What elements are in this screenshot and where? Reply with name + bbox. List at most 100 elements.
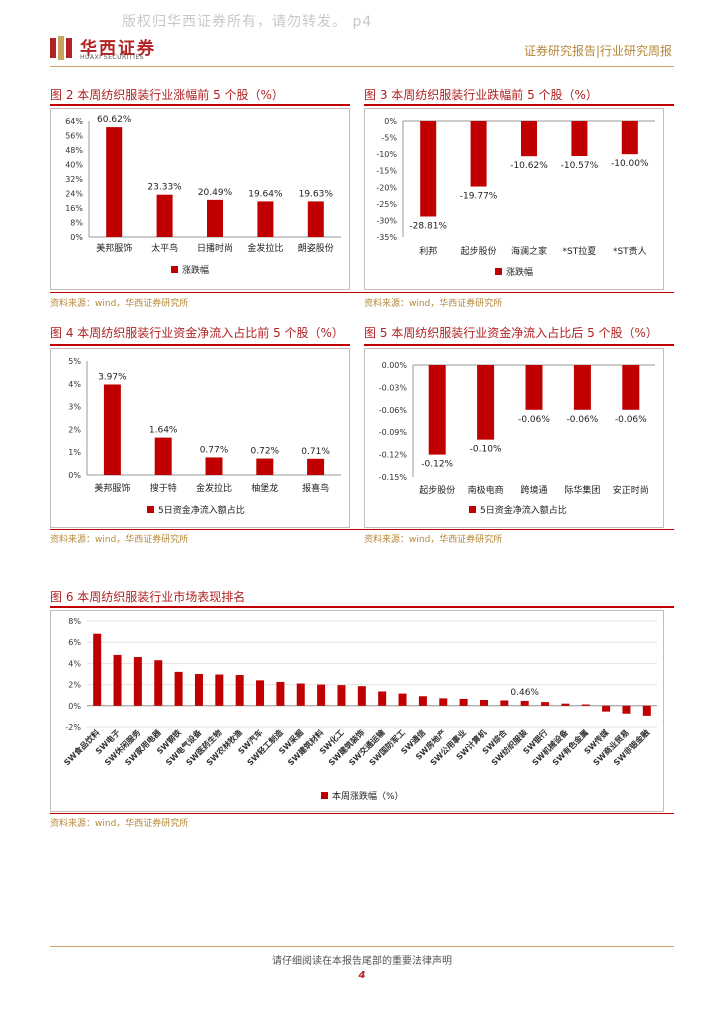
category-label: 金发拉比 — [247, 242, 283, 254]
data-label: 3.97% — [98, 372, 127, 382]
page-number: 4 — [358, 970, 366, 981]
watermark-text: 版权归华西证券所有，请勿转发。 p4 — [122, 14, 373, 30]
y-tick-label: 8% — [68, 617, 81, 626]
bar — [521, 121, 537, 157]
fig4-title: 图 4 本周纺织服装行业资金净流入占比前 5 个股（%） — [50, 326, 344, 340]
bar — [317, 684, 326, 706]
category-label: 日播时尚 — [197, 242, 233, 254]
y-tick-label: -30% — [376, 216, 397, 225]
y-tick-label: 56% — [65, 132, 83, 141]
logo-english: HUAXI SECURITIES — [80, 54, 144, 61]
y-tick-label: 64% — [65, 117, 83, 126]
y-tick-label: 0% — [384, 117, 397, 126]
y-tick-label: -2% — [65, 723, 81, 732]
fig5-source: 资料来源：wind，华西证券研究所 — [364, 535, 503, 545]
bar — [296, 683, 305, 706]
fig6-bottom-rule — [50, 813, 674, 814]
y-tick-label: 5% — [68, 357, 81, 366]
category-label: *ST贵人 — [613, 245, 647, 257]
bar — [113, 654, 122, 706]
y-tick-label: 16% — [65, 204, 83, 213]
y-tick-label: 6% — [68, 638, 81, 647]
fig6-title: 图 6 本周纺织服装行业市场表现排名 — [50, 590, 246, 604]
category-label: 美邦服饰 — [96, 242, 132, 254]
bar — [156, 194, 173, 237]
footer-disclaimer: 请仔细阅读在本报告尾部的重要法律声明 — [272, 956, 452, 967]
y-tick-label: -25% — [376, 200, 397, 209]
y-tick-label: 40% — [65, 161, 83, 170]
data-label: 19.64% — [248, 189, 283, 199]
fig5-title: 图 5 本周纺织服装行业资金净流入占比后 5 个股（%） — [364, 326, 658, 340]
y-tick-label: -35% — [376, 233, 397, 242]
bar — [602, 705, 611, 712]
data-label: -10.62% — [510, 161, 548, 171]
bar — [257, 201, 274, 237]
y-tick-label: 4% — [68, 380, 81, 389]
y-tick-label: 2% — [68, 425, 81, 434]
y-tick-label: 8% — [70, 219, 83, 228]
y-tick-label: -5% — [381, 134, 397, 143]
row2-bottom-rule — [50, 529, 674, 530]
y-tick-label: -0.12% — [379, 451, 408, 460]
bar — [525, 365, 543, 410]
bar — [106, 127, 123, 237]
bar — [459, 698, 468, 706]
data-label: -0.12% — [421, 460, 453, 470]
fig6-chart: -2%0%2%4%6%8%SW食品饮料SW电子SW休闲服务SW家用电器SW钢铁S… — [62, 617, 657, 802]
bar — [154, 660, 163, 706]
category-label: 搜于特 — [150, 482, 177, 494]
category-label: 南极电商 — [468, 484, 504, 496]
data-label: -10.00% — [611, 159, 649, 169]
y-tick-label: 1% — [68, 448, 81, 457]
category-label: 美邦服饰 — [94, 482, 130, 494]
bar — [154, 437, 172, 475]
data-label: 0.77% — [200, 445, 229, 455]
data-label: 23.33% — [147, 183, 182, 193]
bar — [256, 680, 265, 706]
category-label: 朗姿股份 — [298, 242, 334, 254]
legend-swatch — [147, 506, 154, 513]
bar — [174, 671, 183, 706]
fig3-chart-frame: 0% -5% -10% -15% -20% -25% -30% -35% -28.81% 利邦 -1… — [364, 108, 664, 290]
data-label: 20.49% — [198, 188, 233, 198]
legend-label: 本周涨跌幅（%） — [332, 790, 404, 802]
legend-label: 5日资金净流入额占比 — [158, 504, 245, 516]
legend-swatch — [171, 266, 178, 273]
bar — [337, 685, 346, 706]
data-label: 0.71% — [301, 447, 330, 457]
y-tick-label: -15% — [376, 167, 397, 176]
bar — [276, 681, 285, 706]
fig5-rule — [364, 344, 674, 346]
fig3-source: 资料来源：wind，华西证券研究所 — [364, 299, 503, 309]
legend-swatch — [321, 792, 328, 799]
data-label: 1.64% — [149, 426, 178, 436]
huaxi-logo-icon — [50, 36, 72, 60]
y-tick-label: -0.03% — [379, 383, 408, 392]
legend-swatch — [495, 268, 502, 275]
category-label: 利邦 — [419, 245, 437, 257]
bar — [307, 201, 324, 237]
data-label: -0.06% — [615, 415, 647, 425]
y-tick-label: 0.00% — [382, 361, 408, 370]
data-label: -10.57% — [561, 161, 599, 171]
fig3-title: 图 3 本周纺织服装行业跌幅前 5 个股（%） — [364, 88, 598, 102]
category-label: 际华集团 — [564, 484, 600, 496]
bar — [215, 674, 224, 706]
bar — [439, 698, 448, 706]
bar — [470, 121, 487, 187]
bar — [477, 365, 495, 440]
y-tick-label: -20% — [376, 183, 397, 192]
y-tick-label: -0.06% — [379, 406, 408, 415]
bar — [581, 704, 590, 706]
bar — [357, 686, 366, 706]
bar — [93, 633, 102, 706]
fig2-chart: 0% 8% 16% 24% 32% 40% 48% 56% 64% 60.62% 美邦服饰 23.33… — [65, 115, 341, 276]
data-label: 0.72% — [251, 447, 280, 457]
fig6-rule — [50, 606, 674, 608]
bar — [428, 365, 446, 455]
data-label: -0.06% — [566, 415, 598, 425]
category-label: 跨境通 — [520, 484, 547, 496]
bar — [307, 458, 325, 475]
fig2-source: 资料来源：wind，华西证券研究所 — [50, 299, 189, 309]
y-tick-label: 48% — [65, 146, 83, 155]
